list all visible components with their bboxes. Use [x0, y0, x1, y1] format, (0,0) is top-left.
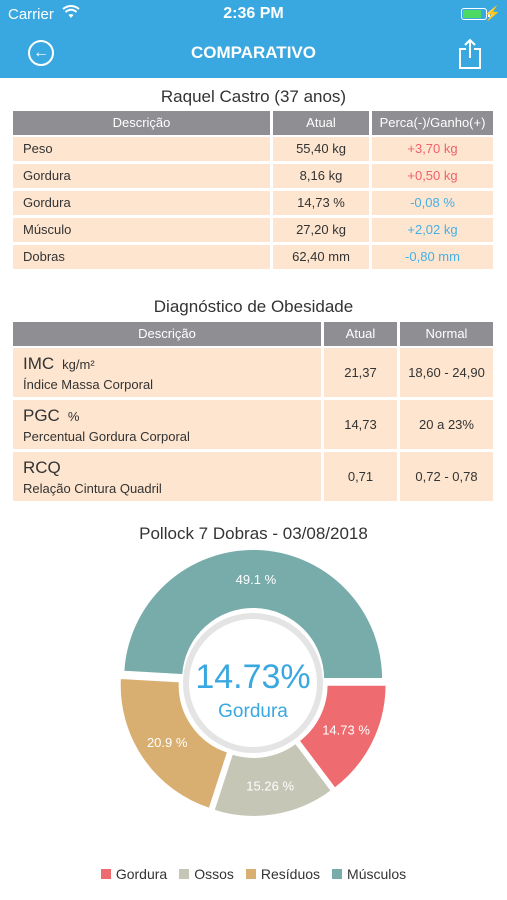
comparison-diff: +3,70 kg: [372, 137, 493, 161]
body-composition-chart: 14.73 % 15.26 % 20.9 % 49.1 % 14.73% Gordura: [118, 548, 388, 818]
diag-unit: %: [67, 409, 80, 424]
comparison-desc: Peso: [13, 137, 270, 161]
diag-label: RCQ: [23, 458, 61, 477]
comparison-diff: -0,08 %: [372, 191, 493, 215]
comparison-atual: 14,73 %: [273, 191, 369, 215]
header-diff: Perca(-)/Ganho(+): [372, 111, 493, 135]
diag-atual: 0,71: [324, 452, 397, 501]
pie-label: 15.26 %: [246, 779, 294, 794]
legend-label: Gordura: [115, 866, 168, 882]
diag-subtitle: Relação Cintura Quadril: [23, 481, 162, 496]
charging-icon: ⚡: [483, 5, 501, 21]
diag-normal: 20 a 23%: [400, 400, 493, 449]
comparison-diff: -0,80 mm: [372, 245, 493, 269]
battery-icon: [461, 8, 487, 20]
back-button[interactable]: ←: [28, 40, 54, 66]
diag-desc: IMC kg/m² Índice Massa Corporal: [13, 348, 321, 397]
status-bar: Carrier 2:36 PM ⚡: [0, 0, 507, 30]
legend-item: Resíduos: [245, 866, 321, 882]
comparison-diff: +0,50 kg: [372, 164, 493, 188]
legend-item: Gordura: [100, 866, 168, 882]
comparison-atual: 62,40 mm: [273, 245, 369, 269]
comparison-desc: Músculo: [13, 218, 270, 242]
diag-label: IMC: [23, 354, 55, 373]
page-title: COMPARATIVO: [191, 43, 316, 62]
comparison-desc: Dobras: [13, 245, 270, 269]
diag-header-normal: Normal: [400, 322, 493, 346]
diag-desc: RCQ Relação Cintura Quadril: [13, 452, 321, 501]
diag-atual: 21,37: [324, 348, 397, 397]
diag-normal: 0,72 - 0,78: [400, 452, 493, 501]
legend-swatch: [245, 869, 256, 879]
diag-desc: PGC% Percentual Gordura Corporal: [13, 400, 321, 449]
diag-atual: 14,73: [324, 400, 397, 449]
wifi-icon: [62, 5, 80, 23]
clock: 2:36 PM: [223, 5, 284, 22]
donut-hole: [183, 613, 323, 753]
pie-slice-ossos: [212, 741, 334, 818]
nav-bar: ← COMPARATIVO: [0, 30, 507, 78]
diag-subtitle: Índice Massa Corporal: [23, 377, 154, 392]
chart-title: Pollock 7 Dobras - 03/08/2018: [139, 524, 368, 543]
legend-item: Músculos: [332, 866, 406, 882]
center-label: Gordura: [218, 701, 288, 722]
pie-label: 20.9 %: [147, 735, 188, 750]
comparison-atual: 27,20 kg: [273, 218, 369, 242]
legend-swatch: [100, 869, 111, 879]
comparison-desc: Gordura: [13, 164, 270, 188]
diagnosis-title: Diagnóstico de Obesidade: [153, 297, 354, 316]
pie-slice-resíduos: [118, 676, 230, 811]
diag-unit: kg/m²: [62, 357, 95, 372]
legend-item: Ossos: [179, 866, 234, 882]
diag-subtitle: Percentual Gordura Corporal: [23, 429, 190, 444]
diag-normal: 18,60 - 24,90: [400, 348, 493, 397]
legend-label: Músculos: [347, 866, 407, 882]
legend-swatch: [332, 869, 343, 879]
pie-label: 49.1 %: [236, 572, 277, 587]
arrow-left-icon: ←: [33, 44, 49, 61]
share-button[interactable]: [457, 38, 483, 70]
legend-swatch: [179, 869, 190, 879]
carrier-label: Carrier: [8, 6, 54, 23]
comparison-desc: Gordura: [13, 191, 270, 215]
diag-header-descricao: Descrição: [13, 322, 321, 346]
comparison-diff: +2,02 kg: [372, 218, 493, 242]
pie-slice-músculos: [122, 548, 385, 681]
comparison-atual: 8,16 kg: [273, 164, 369, 188]
diag-header-atual: Atual: [324, 322, 397, 346]
diag-label: PGC: [23, 406, 60, 425]
comparison-title: Raquel Castro (37 anos): [160, 87, 347, 106]
battery-tip: [488, 12, 490, 17]
header-atual: Atual: [273, 111, 369, 135]
share-icon: [459, 38, 481, 69]
chart-legend: Gordura Ossos Resíduos Músculos: [0, 866, 507, 882]
legend-label: Ossos: [194, 866, 234, 882]
comparison-atual: 55,40 kg: [273, 137, 369, 161]
pie-slice-gordura: [297, 683, 388, 791]
legend-label: Resíduos: [260, 866, 321, 882]
center-value: 14.73%: [195, 658, 310, 696]
header-descricao: Descrição: [13, 111, 270, 135]
pie-label: 14.73 %: [322, 722, 370, 737]
